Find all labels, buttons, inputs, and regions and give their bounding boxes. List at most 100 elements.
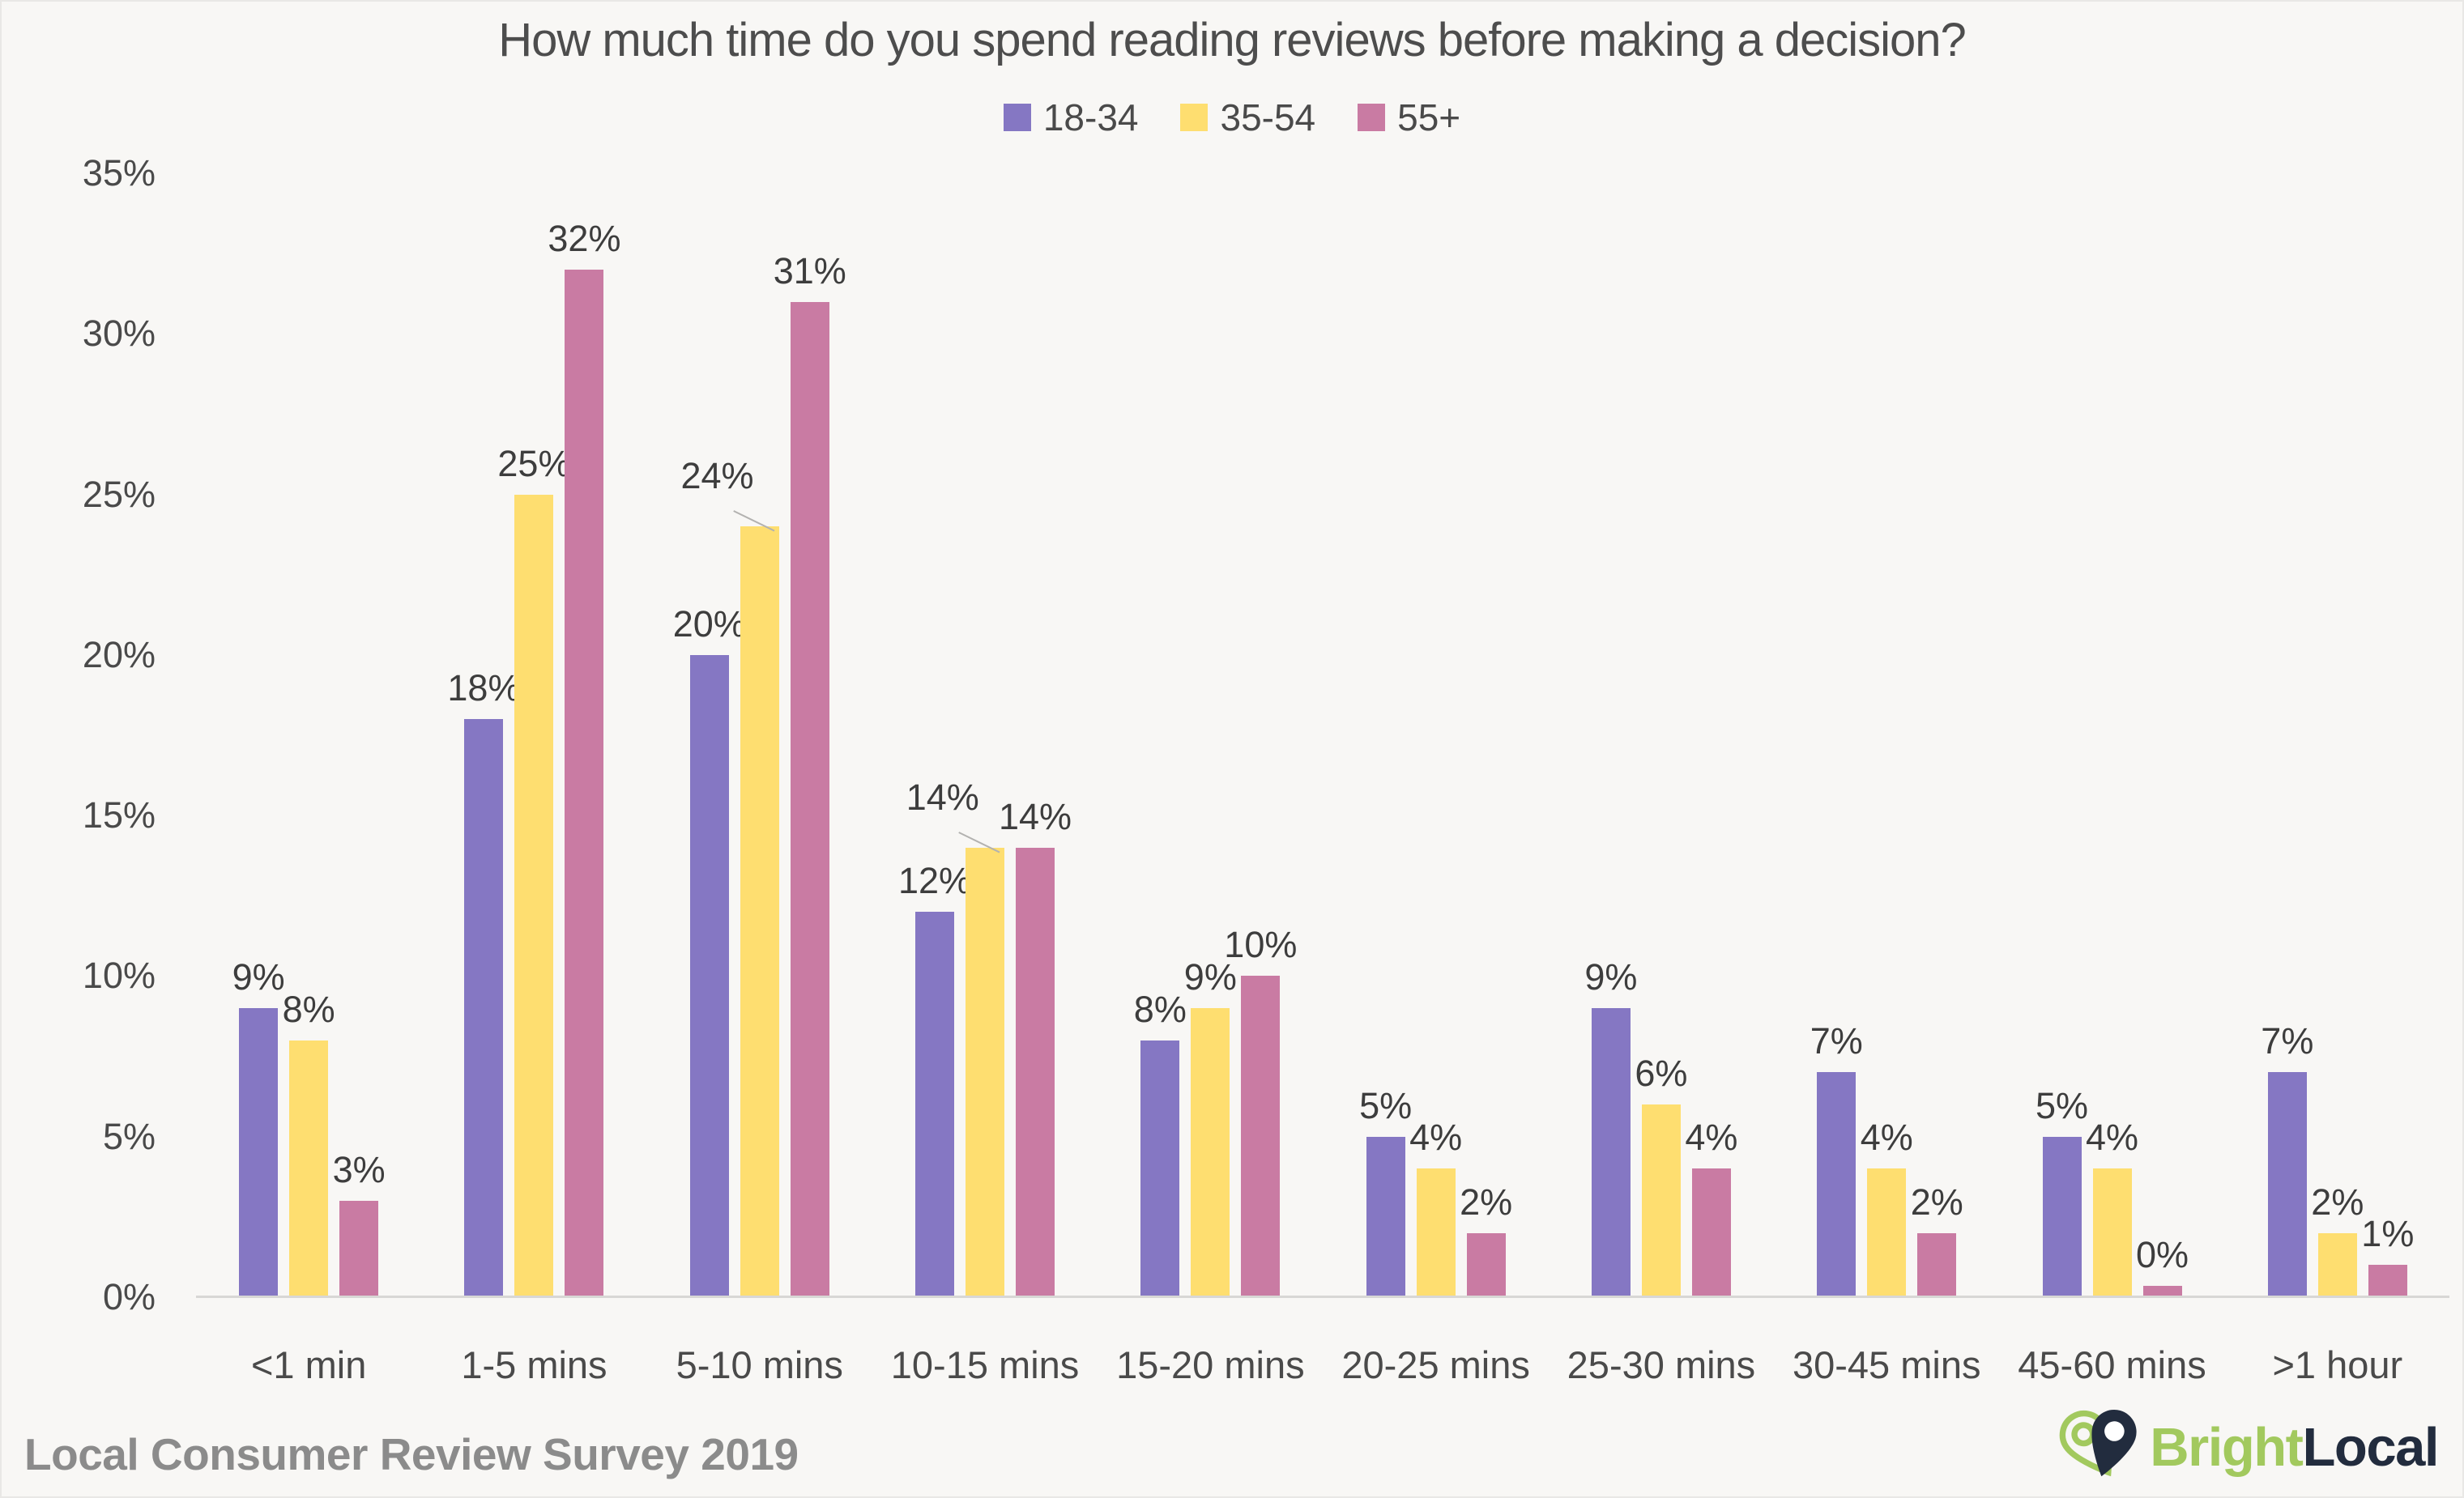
bar-value-label: 20% bbox=[672, 602, 746, 645]
bar-55+: 1% bbox=[2361, 1213, 2414, 1297]
bar-18-34: 20% bbox=[673, 603, 746, 1297]
bar-value-label: 14% bbox=[998, 795, 1072, 837]
bar-55+: 10% bbox=[1224, 924, 1297, 1297]
brightlocal-logo: BrightLocal bbox=[2057, 1409, 2440, 1485]
bar-value-label: 4% bbox=[1860, 1117, 1913, 1159]
x-axis-label: 25-30 mins bbox=[1567, 1343, 1756, 1386]
bar-value-label: 7% bbox=[2261, 1020, 2314, 1062]
bar-55+: 3% bbox=[333, 1149, 386, 1297]
chart-title: How much time do you spend reading revie… bbox=[498, 14, 1967, 66]
x-axis-baseline bbox=[196, 1296, 2449, 1298]
x-axis-label: 10-15 mins bbox=[890, 1343, 1080, 1386]
legend-swatch bbox=[1003, 104, 1031, 131]
legend-swatch bbox=[1180, 104, 1209, 131]
y-axis-tick: 25% bbox=[82, 473, 156, 515]
bar-35-54: 25% bbox=[497, 443, 570, 1297]
bar-value-label: 2% bbox=[2311, 1181, 2364, 1223]
bar-group: 12% 14% 14% 10-15 mins bbox=[872, 173, 1098, 1386]
bar-group: 5% 4% 0% 45-60 mins bbox=[1999, 173, 2224, 1386]
logo-text-local: Local bbox=[2302, 1416, 2440, 1478]
legend-item-55+: 55+ bbox=[1358, 96, 1460, 139]
bar-55+: 4% bbox=[1685, 1117, 1737, 1297]
map-pin-icon bbox=[2059, 1409, 2137, 1477]
x-axis-label: <1 min bbox=[250, 1343, 367, 1386]
legend-label: 55+ bbox=[1397, 96, 1461, 138]
bar-value-label: 9% bbox=[1183, 956, 1237, 998]
bar-35-54: 4% bbox=[2086, 1117, 2138, 1297]
bar-value-label: 4% bbox=[1409, 1117, 1463, 1159]
logo-text-bright: Bright bbox=[2150, 1416, 2304, 1478]
y-axis-tick: 10% bbox=[82, 955, 156, 997]
bar-35-54: 4% bbox=[1861, 1117, 1913, 1297]
legend-item-35-54: 35-54 bbox=[1180, 96, 1315, 139]
bar-value-label: 10% bbox=[1224, 924, 1298, 966]
y-axis-tick: 30% bbox=[82, 313, 156, 355]
bar-35-54: 24% bbox=[680, 455, 779, 1297]
legend-label: 18-34 bbox=[1042, 96, 1139, 138]
bar-group: 9% 8% 3% <1 min bbox=[196, 173, 421, 1386]
bar-55+: 14% bbox=[999, 796, 1072, 1297]
bar-18-34: 5% bbox=[1359, 1085, 1412, 1297]
bar-value-label: 5% bbox=[1359, 1084, 1413, 1126]
logo-text: BrightLocal bbox=[2150, 1416, 2440, 1479]
legend: 18-34 35-54 55+ bbox=[2, 96, 2462, 139]
bar-group: 18% 25% 32% 1-5 mins bbox=[421, 173, 646, 1386]
legend-item-18-34: 18-34 bbox=[1003, 96, 1139, 139]
bar-group: 9% 6% 4% 25-30 mins bbox=[1549, 173, 1774, 1386]
bar-55+: 31% bbox=[774, 250, 846, 1297]
bar-55+: 32% bbox=[548, 218, 620, 1297]
x-axis-label: 15-20 mins bbox=[1116, 1343, 1305, 1386]
x-axis-label: 1-5 mins bbox=[461, 1343, 607, 1386]
bar-group: 7% 4% 2% 30-45 mins bbox=[1774, 173, 1999, 1386]
bar-18-34: 7% bbox=[1810, 1020, 1863, 1297]
bar-55+: 2% bbox=[1911, 1181, 1963, 1297]
bar-35-54: 14% bbox=[906, 777, 1005, 1297]
legend-swatch bbox=[1358, 104, 1386, 131]
bar-value-label: 8% bbox=[282, 988, 335, 1030]
bar-value-label: 6% bbox=[1635, 1053, 1688, 1095]
bar-18-34: 8% bbox=[1134, 989, 1187, 1297]
bar-group: 7% 2% 1% >1 hour bbox=[2225, 173, 2450, 1386]
bar-value-label: 24% bbox=[680, 455, 775, 532]
bar-value-label: 32% bbox=[548, 217, 621, 259]
label-leader-line bbox=[958, 831, 1000, 853]
bar-value-label: 4% bbox=[2085, 1117, 2139, 1159]
bar-value-label: 5% bbox=[2035, 1084, 2089, 1126]
bar-18-34: 9% bbox=[232, 956, 285, 1297]
bar-value-label: 12% bbox=[897, 860, 972, 902]
bar-55+: 0% bbox=[2136, 1234, 2189, 1297]
bar-18-34: 7% bbox=[2261, 1020, 2313, 1297]
bar-value-label: 4% bbox=[1685, 1117, 1738, 1159]
bar-35-54: 8% bbox=[283, 989, 335, 1297]
bar-18-34: 9% bbox=[1584, 956, 1637, 1297]
bar-18-34: 12% bbox=[898, 860, 971, 1297]
bar-35-54: 9% bbox=[1184, 956, 1237, 1297]
bar-55+: 2% bbox=[1460, 1181, 1512, 1297]
bar-value-label: 25% bbox=[497, 442, 571, 484]
bar-value-label: 9% bbox=[1584, 956, 1638, 998]
bar-18-34: 5% bbox=[2036, 1085, 2088, 1297]
bar-value-label: 1% bbox=[2361, 1213, 2415, 1255]
bar-value-label: 7% bbox=[1810, 1020, 1863, 1062]
y-axis-tick: 5% bbox=[102, 1115, 156, 1157]
bar-value-label: 3% bbox=[332, 1149, 386, 1191]
x-axis-label: 30-45 mins bbox=[1792, 1343, 1981, 1386]
source-caption: Local Consumer Review Survey 2019 bbox=[24, 1429, 799, 1479]
bar-35-54: 4% bbox=[1409, 1117, 1462, 1297]
bar-value-label: 31% bbox=[773, 249, 846, 292]
bar-35-54: 6% bbox=[1635, 1053, 1687, 1297]
y-axis-tick: 20% bbox=[82, 633, 156, 675]
bar-value-label: 2% bbox=[1460, 1181, 1513, 1223]
plot-area: 9% 8% 3% <1 min 18% 25% 32% 1-5 mins 20% 24% 31% 5-… bbox=[196, 173, 2450, 1386]
y-axis-tick: 0% bbox=[102, 1276, 156, 1317]
label-leader-line bbox=[732, 510, 775, 532]
bar-group: 8% 9% 10% 15-20 mins bbox=[1098, 173, 1323, 1386]
bar-value-label: 9% bbox=[232, 956, 285, 998]
bar-value-label: 8% bbox=[1133, 988, 1187, 1030]
bar-group: 20% 24% 31% 5-10 mins bbox=[647, 173, 872, 1386]
x-axis-label: >1 hour bbox=[2272, 1343, 2403, 1386]
legend-label: 35-54 bbox=[1220, 96, 1316, 138]
bar-value-label: 14% bbox=[906, 777, 1000, 853]
x-axis-label: 45-60 mins bbox=[2018, 1343, 2206, 1386]
